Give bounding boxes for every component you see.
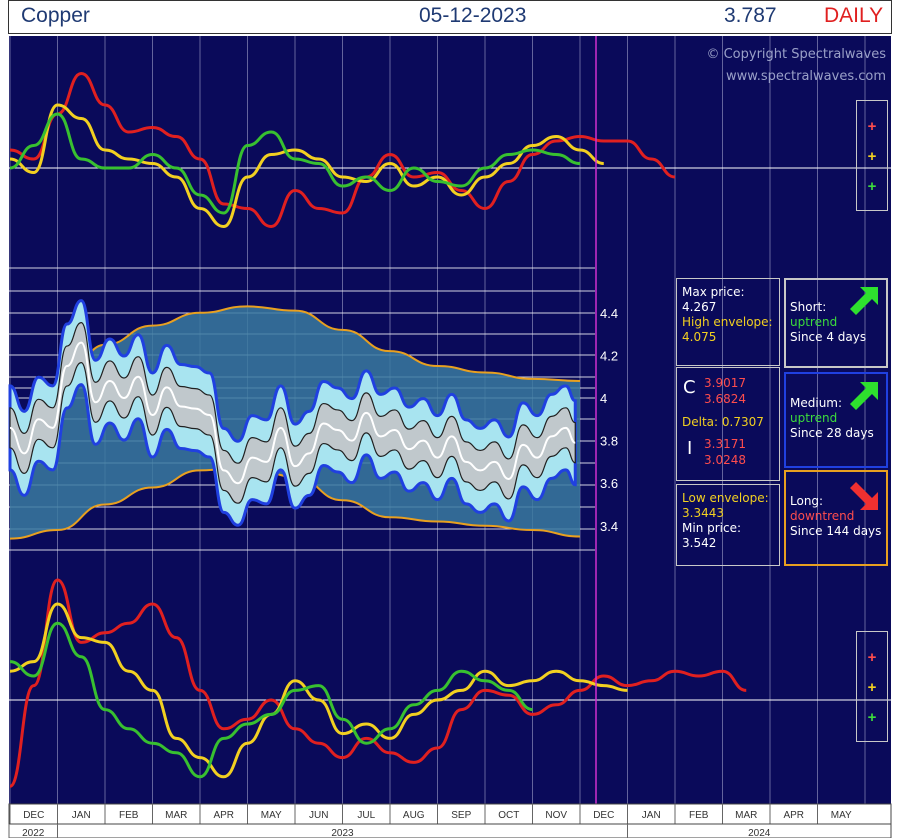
month-label: JAN — [72, 810, 91, 821]
long-trend-direction: downtrend — [790, 509, 855, 523]
cycle-info-panel: C 3.9017 3.6824 Delta: 0.7307 I 3.3171 3… — [676, 367, 780, 481]
month-label: APR — [783, 810, 804, 821]
month-label: OCT — [498, 810, 519, 821]
month-label: JUL — [357, 810, 375, 821]
low-envelope-label: Low envelope: — [682, 491, 769, 505]
upper-yellow-series — [9, 103, 604, 229]
month-label: DEC — [593, 810, 614, 821]
chart-date: 05-12-2023 — [419, 4, 527, 27]
i-label: I — [687, 438, 693, 459]
month-label: MAR — [165, 810, 187, 821]
legend-green-plus-lower: + — [867, 709, 877, 726]
lower-red-series — [9, 578, 747, 788]
legend-yellow-plus: + — [867, 148, 877, 165]
low-envelope-value: 3.3443 — [682, 506, 724, 520]
i-value-2: 3.0248 — [704, 453, 746, 467]
upper-red-series — [9, 71, 676, 229]
legend-red-plus: + — [867, 118, 877, 135]
y-tick-label: 3.4 — [600, 519, 618, 534]
y-tick-label: 4.2 — [600, 348, 618, 363]
lower-green-series — [9, 621, 533, 779]
long-trend-since: Since 144 days — [790, 524, 882, 538]
min-price-value: 3.542 — [682, 536, 717, 550]
last-price: 3.787 — [724, 4, 777, 27]
medium-trend-direction: uptrend — [790, 411, 838, 425]
y-tick-label: 4.4 — [600, 306, 618, 321]
short-trend-box: Short: uptrend Since 4 days — [784, 278, 888, 368]
frequency-label: DAILY — [824, 4, 884, 27]
month-label: MAY — [261, 810, 282, 821]
month-label: FEB — [689, 810, 709, 821]
month-label: SEP — [451, 810, 471, 821]
c-value-1: 3.9017 — [704, 376, 746, 390]
long-trend-label: Long: — [790, 494, 824, 508]
long-trend-box: Long: downtrend Since 144 days — [784, 470, 888, 566]
chart-header: Copper 05-12-2023 3.787 DAILY — [8, 0, 892, 34]
month-label: APR — [213, 810, 234, 821]
medium-trend-box: Medium: uptrend Since 28 days — [784, 372, 888, 468]
high-envelope-label: High envelope: — [682, 315, 773, 329]
month-label: DEC — [23, 810, 44, 821]
upper-green-series — [9, 112, 581, 215]
price-line — [9, 341, 576, 485]
month-label: JUN — [309, 810, 328, 821]
instrument-name: Copper — [21, 4, 90, 27]
short-trend-direction: uptrend — [790, 315, 838, 329]
price-info-panel: Max price: 4.267 High envelope: 4.075 — [676, 278, 780, 366]
c-label: C — [683, 377, 696, 398]
upper-legend: + + + — [856, 100, 888, 211]
up-arrow-icon — [850, 382, 878, 410]
short-trend-label: Short: — [790, 300, 827, 314]
month-label: JAN — [642, 810, 661, 821]
envelope-info-panel: Low envelope: 3.3443 Min price: 3.542 — [676, 484, 780, 566]
legend-green-plus: + — [867, 178, 877, 195]
watermark: © Copyright Spectralwaves www.spectralwa… — [690, 44, 886, 88]
legend-red-plus-lower: + — [867, 649, 877, 666]
month-label: NOV — [545, 810, 567, 821]
y-tick-label: 3.8 — [600, 434, 618, 449]
short-trend-since: Since 4 days — [790, 330, 867, 344]
watermark-copyright: © Copyright Spectralwaves — [706, 47, 886, 62]
y-tick-label: 4 — [600, 391, 607, 406]
min-price-label: Min price: — [682, 521, 742, 535]
inner-price-band — [9, 322, 576, 504]
month-label: FEB — [119, 810, 139, 821]
lower-legend: + + + — [856, 631, 888, 742]
c-value-2: 3.6824 — [704, 392, 746, 406]
i-value-1: 3.3171 — [704, 437, 746, 451]
max-price-label: Max price: — [682, 285, 745, 299]
lower-yellow-series — [9, 602, 628, 779]
high-envelope-line — [9, 305, 581, 429]
legend-yellow-plus-lower: + — [867, 679, 877, 696]
year-label: 2023 — [331, 828, 354, 838]
month-label: AUG — [403, 810, 425, 821]
medium-trend-since: Since 28 days — [790, 426, 874, 440]
month-axis — [8, 803, 892, 825]
max-price-value: 4.267 — [682, 300, 717, 314]
medium-trend-label: Medium: — [790, 396, 843, 410]
watermark-url: www.spectralwaves.com — [726, 69, 886, 84]
year-label: 2022 — [22, 828, 45, 838]
high-envelope-value: 4.075 — [682, 330, 717, 344]
up-arrow-icon — [850, 287, 878, 315]
month-label: MAY — [831, 810, 852, 821]
year-label: 2024 — [748, 828, 771, 838]
delta-value: Delta: 0.7307 — [682, 415, 764, 429]
month-label: MAR — [735, 810, 757, 821]
y-tick-label: 3.6 — [600, 476, 618, 491]
down-arrow-icon — [850, 482, 878, 510]
